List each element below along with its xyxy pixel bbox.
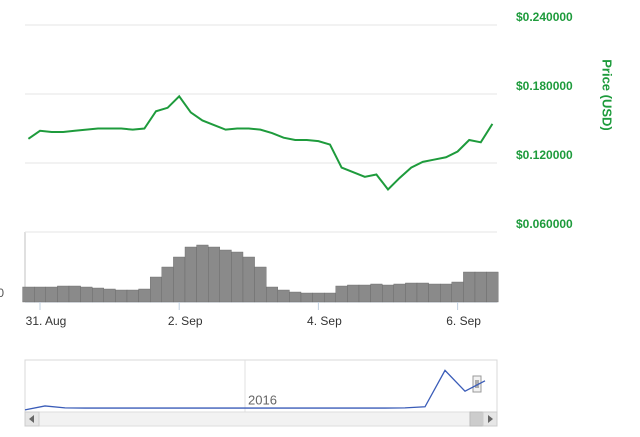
volume-bar <box>370 283 383 303</box>
volume-bar <box>254 266 267 303</box>
volume-bar <box>266 286 279 303</box>
navigator-handle[interactable] <box>472 375 482 393</box>
volume-bar <box>451 281 464 303</box>
volume-bar <box>416 282 429 303</box>
volume-bar <box>196 244 209 303</box>
volume-bar <box>138 288 151 303</box>
volume-bar <box>393 283 406 303</box>
volume-bar <box>80 286 93 303</box>
x-tick-label: 6. Sep <box>446 314 481 328</box>
volume-bar <box>277 289 290 303</box>
volume-bar <box>486 271 499 303</box>
navigator-frame <box>24 359 498 413</box>
navigator-label: 2016 <box>248 392 277 407</box>
volume-bar <box>57 285 70 303</box>
volume-bar <box>149 276 162 303</box>
volume-bar <box>103 288 116 303</box>
volume-bar <box>405 282 418 303</box>
volume-bar <box>161 266 174 303</box>
volume-bar <box>91 287 104 303</box>
volume-bar <box>45 286 58 303</box>
volume-bar <box>335 285 348 303</box>
volume-bar <box>463 271 476 303</box>
volume-bar <box>300 292 313 303</box>
volume-bar <box>358 284 371 303</box>
volume-bar <box>34 286 47 303</box>
scrollbar-thumb[interactable] <box>469 411 484 427</box>
volume-bar <box>347 284 360 303</box>
x-tick-label: 31. Aug <box>26 314 67 328</box>
volume-bar <box>312 292 325 303</box>
x-tick-label: 2. Sep <box>168 314 203 328</box>
y-tick-label: $0.240000 <box>516 10 573 24</box>
volume-bar <box>324 292 337 303</box>
right-arrow <box>488 415 493 423</box>
volume-bar <box>184 246 197 303</box>
volume-tick-label: 0 <box>0 286 4 300</box>
volume-bar <box>68 285 81 303</box>
left-arrow <box>29 415 34 423</box>
volume-bar <box>382 284 395 303</box>
y-axis-title: Price (USD) <box>600 59 615 131</box>
volume-bar <box>428 283 441 303</box>
volume-bar <box>22 286 35 303</box>
volume-bar <box>207 246 220 303</box>
y-tick-label: $0.060000 <box>516 217 573 231</box>
volume-bar <box>440 283 453 303</box>
volume-bar <box>126 289 139 303</box>
y-tick-label: $0.120000 <box>516 148 573 162</box>
volume-bar <box>173 256 186 303</box>
volume-bar <box>242 256 255 303</box>
scrollbar-track[interactable] <box>24 411 498 427</box>
navigator-line <box>24 369 486 411</box>
price-line <box>27 94 494 191</box>
y-tick-label: $0.180000 <box>516 79 573 93</box>
volume-bar <box>474 271 487 303</box>
x-tick-label: 4. Sep <box>307 314 342 328</box>
volume-bar <box>219 249 232 303</box>
volume-bar <box>231 251 244 303</box>
volume-bar <box>289 291 302 303</box>
volume-bar <box>115 289 128 303</box>
